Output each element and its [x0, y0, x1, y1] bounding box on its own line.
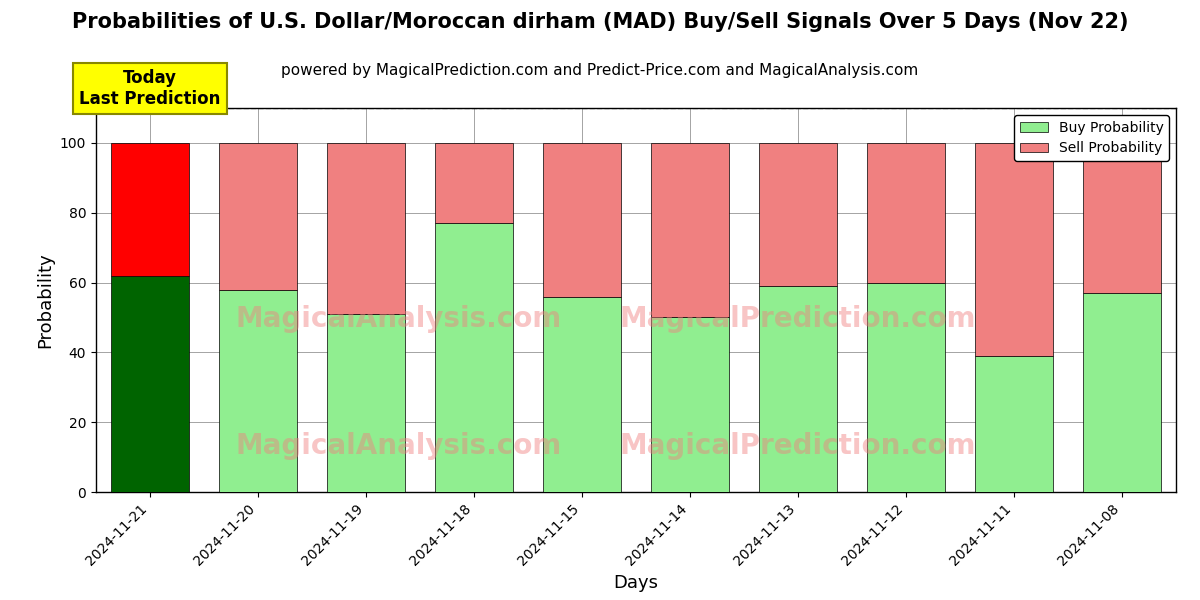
Bar	[328, 143, 404, 314]
Bar	[976, 356, 1052, 492]
Bar	[976, 143, 1052, 356]
Legend: Buy Probability, Sell Probability: Buy Probability, Sell Probability	[1014, 115, 1169, 161]
Text: MagicalAnalysis.com: MagicalAnalysis.com	[235, 305, 562, 333]
Bar	[868, 143, 944, 283]
Bar	[436, 223, 512, 492]
Bar	[652, 143, 728, 317]
Bar	[112, 143, 188, 275]
Bar	[220, 290, 296, 492]
Y-axis label: Probability: Probability	[36, 252, 54, 348]
Text: MagicalPrediction.com: MagicalPrediction.com	[619, 432, 977, 460]
Text: MagicalAnalysis.com: MagicalAnalysis.com	[235, 432, 562, 460]
Bar	[760, 286, 836, 492]
X-axis label: Days: Days	[613, 574, 659, 592]
Bar	[112, 275, 188, 492]
Text: MagicalPrediction.com: MagicalPrediction.com	[619, 305, 977, 333]
Text: Today
Last Prediction: Today Last Prediction	[79, 69, 221, 108]
Bar	[436, 143, 512, 223]
Text: powered by MagicalPrediction.com and Predict-Price.com and MagicalAnalysis.com: powered by MagicalPrediction.com and Pre…	[281, 63, 919, 78]
Text: Probabilities of U.S. Dollar/Moroccan dirham (MAD) Buy/Sell Signals Over 5 Days : Probabilities of U.S. Dollar/Moroccan di…	[72, 12, 1128, 32]
Bar	[760, 143, 836, 286]
Bar	[544, 296, 620, 492]
Bar	[328, 314, 404, 492]
Bar	[868, 283, 944, 492]
Bar	[220, 143, 296, 290]
Bar	[652, 317, 728, 492]
Bar	[1084, 293, 1160, 492]
Bar	[544, 143, 620, 296]
Bar	[1084, 143, 1160, 293]
